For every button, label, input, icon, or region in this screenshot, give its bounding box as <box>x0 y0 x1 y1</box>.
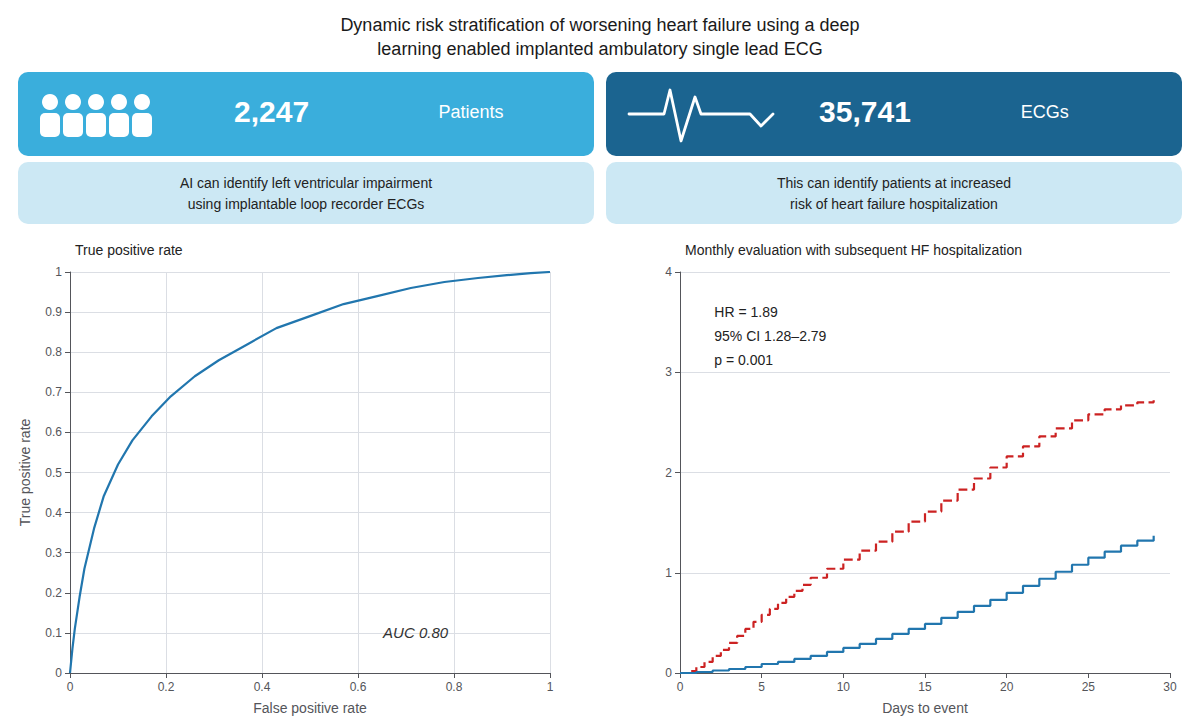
svg-text:0.8: 0.8 <box>446 680 463 694</box>
svg-text:0.6: 0.6 <box>350 680 367 694</box>
svg-text:25: 25 <box>1082 680 1096 694</box>
svg-text:0: 0 <box>665 666 672 680</box>
svg-text:4: 4 <box>665 265 672 279</box>
svg-text:AI can identify left ventricul: AI can identify left ventricular impairm… <box>180 175 432 191</box>
svg-text:False positive rate: False positive rate <box>253 700 367 716</box>
svg-text:0.9: 0.9 <box>45 305 62 319</box>
svg-text:1: 1 <box>665 566 672 580</box>
svg-text:0.1: 0.1 <box>45 626 62 640</box>
svg-text:0.5: 0.5 <box>45 466 62 480</box>
svg-text:p = 0.001: p = 0.001 <box>714 352 773 368</box>
svg-text:True positive rate: True positive rate <box>17 418 33 526</box>
svg-text:0: 0 <box>67 680 74 694</box>
svg-text:2: 2 <box>665 466 672 480</box>
svg-text:0.3: 0.3 <box>45 546 62 560</box>
svg-text:0: 0 <box>677 680 684 694</box>
svg-text:using implantable loop recorde: using implantable loop recorder ECGs <box>188 196 425 212</box>
svg-text:Dynamic risk stratification of: Dynamic risk stratification of worsening… <box>340 15 859 35</box>
svg-text:HR = 1.89: HR = 1.89 <box>714 304 778 320</box>
svg-text:2,247: 2,247 <box>234 95 309 128</box>
svg-text:10: 10 <box>837 680 851 694</box>
svg-text:1: 1 <box>547 680 554 694</box>
svg-text:35,741: 35,741 <box>819 95 911 128</box>
svg-text:This can identify patients at: This can identify patients at increased <box>777 175 1011 191</box>
svg-text:95% CI 1.28–2.79: 95% CI 1.28–2.79 <box>714 328 826 344</box>
svg-text:ECGs: ECGs <box>1021 102 1069 122</box>
svg-text:0.7: 0.7 <box>45 385 62 399</box>
svg-text:1: 1 <box>55 265 62 279</box>
svg-text:AUC 0.80: AUC 0.80 <box>382 624 449 641</box>
svg-text:0.4: 0.4 <box>254 680 271 694</box>
svg-text:0: 0 <box>55 666 62 680</box>
svg-text:learning enabled implanted amb: learning enabled implanted ambulatory si… <box>377 39 822 59</box>
svg-text:Days to event: Days to event <box>882 700 968 716</box>
svg-text:risk of heart failure hospital: risk of heart failure hospitalization <box>790 196 998 212</box>
svg-text:True positive rate: True positive rate <box>75 242 183 258</box>
svg-text:20: 20 <box>1000 680 1014 694</box>
svg-text:30: 30 <box>1163 680 1177 694</box>
svg-text:0.4: 0.4 <box>45 506 62 520</box>
svg-text:5: 5 <box>758 680 765 694</box>
svg-text:0.6: 0.6 <box>45 425 62 439</box>
svg-text:0.2: 0.2 <box>158 680 175 694</box>
svg-text:15: 15 <box>918 680 932 694</box>
svg-text:0.8: 0.8 <box>45 345 62 359</box>
svg-text:0.2: 0.2 <box>45 586 62 600</box>
svg-text:Monthly evaluation with subseq: Monthly evaluation with subsequent HF ho… <box>685 242 1022 258</box>
svg-text:3: 3 <box>665 365 672 379</box>
svg-text:Patients: Patients <box>438 102 503 122</box>
